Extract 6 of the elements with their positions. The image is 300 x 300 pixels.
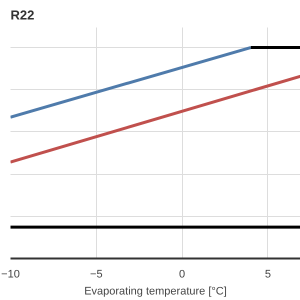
x-tick-label: 5 bbox=[264, 268, 271, 280]
x-tick-label: −10 bbox=[1, 268, 20, 280]
x-tick-label: 0 bbox=[179, 268, 186, 280]
x-tick-label: −5 bbox=[90, 268, 103, 280]
chart-title: R22 bbox=[10, 8, 34, 22]
x-axis-title: Evaporating temperature [°C] bbox=[84, 286, 227, 298]
